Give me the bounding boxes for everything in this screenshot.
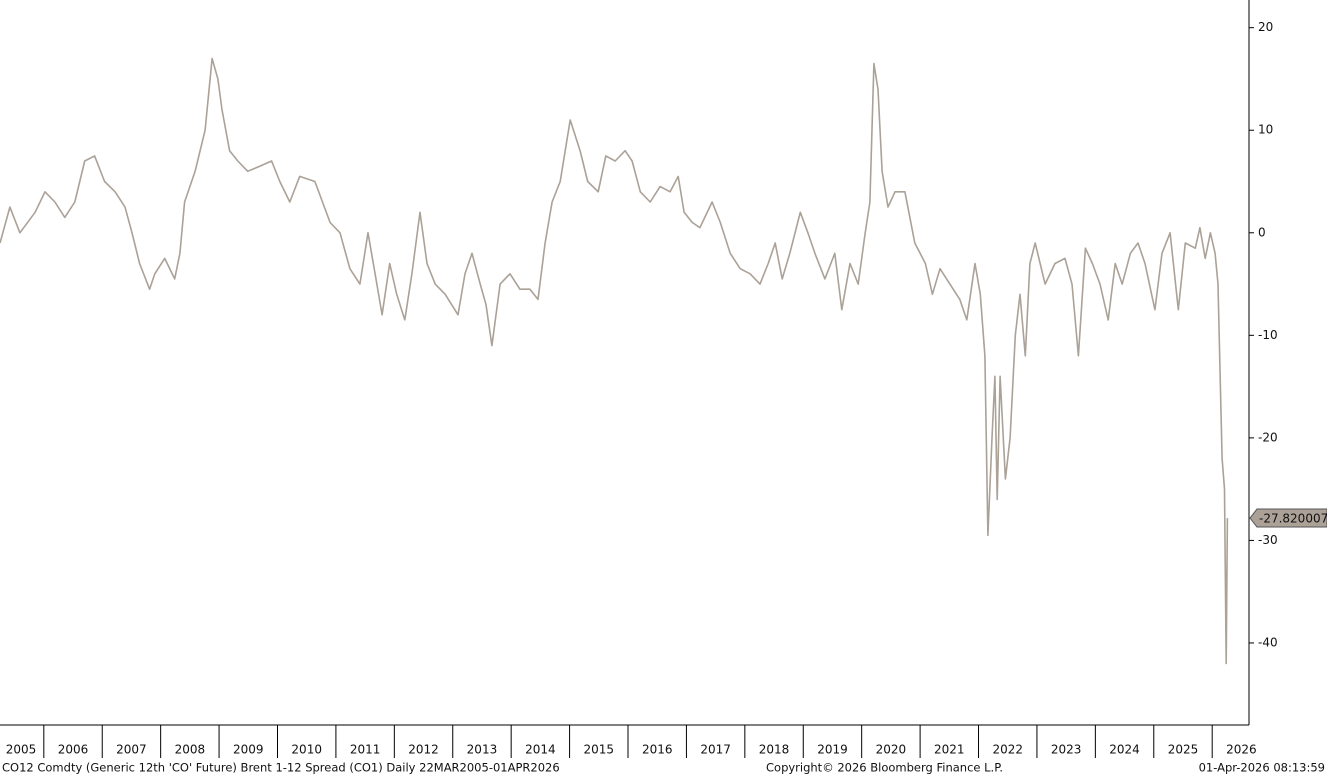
chart-title: CO12 Comdty (Generic 12th 'CO' Future) B…: [2, 761, 560, 775]
x-tick-label: 2008: [175, 743, 206, 757]
y-tick-label: -10: [1258, 328, 1278, 342]
y-tick-label: -40: [1258, 635, 1278, 649]
series-line: [0, 57, 1229, 665]
x-tick-label: 2022: [992, 743, 1023, 757]
copyright: Copyright© 2026 Bloomberg Finance L.P.: [766, 761, 1003, 775]
x-tick-label: 2016: [642, 743, 673, 757]
x-tick-label: 2024: [1109, 743, 1140, 757]
x-tick-label: 2018: [759, 743, 790, 757]
x-tick-label: 2009: [233, 743, 264, 757]
x-tick-label: 2015: [584, 743, 615, 757]
x-tick-label: 2007: [116, 743, 147, 757]
y-tick-label: 0: [1258, 225, 1266, 239]
timestamp: 01-Apr-2026 08:13:59: [1199, 761, 1325, 775]
y-tick-label: 20: [1258, 20, 1273, 34]
x-tick-label: 2023: [1051, 743, 1082, 757]
y-tick-label: 10: [1258, 123, 1273, 137]
x-tick-label: 2021: [934, 743, 965, 757]
x-tick-label: 2012: [408, 743, 439, 757]
last-value-label: -27.820007: [1259, 512, 1327, 526]
x-tick-label: 2017: [700, 743, 731, 757]
x-tick-label: 2010: [291, 743, 322, 757]
x-tick-label: 2026: [1226, 743, 1257, 757]
x-tick-label: 2020: [876, 743, 907, 757]
x-tick-label: 2025: [1168, 743, 1199, 757]
x-tick-label: 2006: [58, 743, 89, 757]
last-value-box: [1249, 508, 1327, 528]
x-tick-label: 2019: [817, 743, 848, 757]
y-tick-label: -30: [1258, 533, 1278, 547]
x-tick-label: 2014: [525, 743, 556, 757]
x-tick-label: 2013: [467, 743, 498, 757]
last-value-tag: -27.820007: [1249, 508, 1327, 528]
x-tick-label: 2005: [6, 743, 37, 757]
x-tick-label: 2011: [350, 743, 381, 757]
y-tick-label: -20: [1258, 430, 1278, 444]
